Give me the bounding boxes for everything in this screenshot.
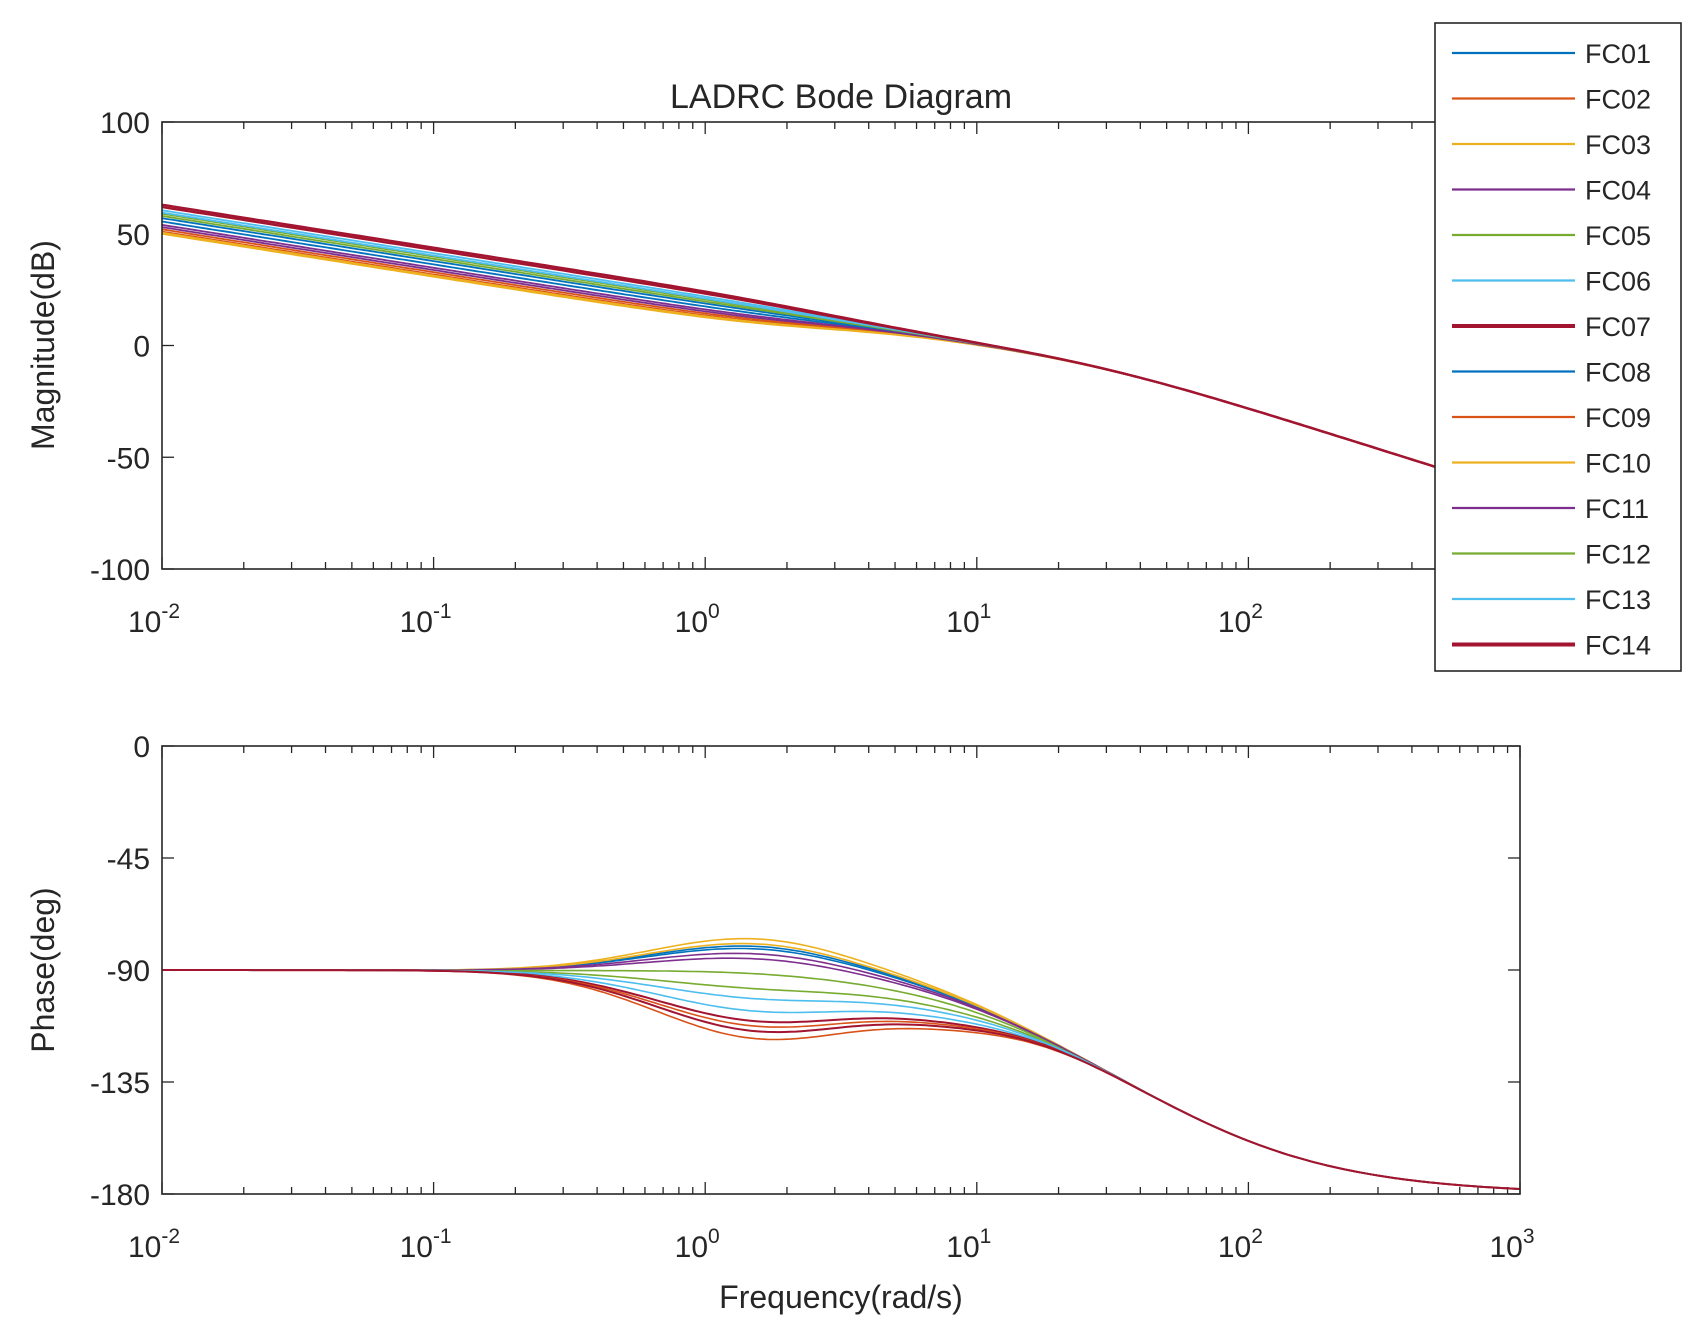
phase-y-axis-label: Phase(deg) [25, 887, 61, 1052]
magnitude-y-axis-label: Magnitude(dB) [25, 240, 61, 450]
phase-axes: Phase(deg) Frequency(rad/s) 0 -45 -90 -135 -… [25, 731, 1535, 1315]
magnitude-x-tick-labels: 10-2 10-1 100 101 102 [128, 600, 1263, 639]
legend-label-fc08: FC08 [1585, 358, 1651, 388]
x-tick-label: 101 [946, 600, 991, 639]
chart-title: LADRC Bode Diagram [670, 78, 1012, 116]
phase-line-fc14 [162, 969, 1521, 1190]
magnitude-series-lines [161, 203, 1442, 470]
legend-label-fc05: FC05 [1585, 221, 1651, 251]
y-tick-label: 0 [133, 731, 150, 764]
legend-label-fc04: FC04 [1585, 176, 1651, 206]
x-tick-label: 10-2 [128, 1225, 180, 1264]
y-tick-label: 0 [133, 331, 150, 364]
x-tick-label: 102 [1218, 1225, 1263, 1264]
y-tick-label: -100 [90, 554, 150, 587]
phase-axes-box [161, 745, 1521, 1195]
legend-label-fc10: FC10 [1585, 449, 1651, 479]
legend-label-fc09: FC09 [1585, 403, 1651, 433]
x-tick-label: 10-1 [400, 1225, 452, 1264]
y-tick-label: 100 [100, 107, 150, 140]
phase-x-tick-labels: 10-2 10-1 100 101 102 103 [128, 1225, 1535, 1264]
y-tick-label: 50 [117, 219, 150, 252]
legend-box [1434, 22, 1682, 672]
y-tick-label: -180 [90, 1179, 150, 1212]
y-tick-label: -45 [107, 843, 150, 876]
legend-label-fc01: FC01 [1585, 39, 1651, 69]
legend-label-fc12: FC12 [1585, 540, 1651, 570]
x-tick-label: 100 [675, 600, 720, 639]
legend-label-fc14: FC14 [1585, 631, 1651, 661]
legend-label-fc07: FC07 [1585, 312, 1651, 342]
legend: FC01 FC02 FC03 FC04 FC05 FC06 FC07 FC08 FC09 FC10… [1434, 22, 1682, 672]
legend-label-fc06: FC06 [1585, 267, 1651, 297]
legend-items: FC01 FC02 FC03 FC04 FC05 FC06 FC07 FC08 FC09 FC10… [1452, 39, 1651, 661]
x-tick-label: 10-1 [400, 600, 452, 639]
x-tick-label: 10-2 [128, 600, 180, 639]
frequency-x-axis-label: Frequency(rad/s) [719, 1279, 963, 1315]
legend-label-fc02: FC02 [1585, 85, 1651, 115]
phase-series-lines [162, 937, 1521, 1190]
y-tick-label: -50 [107, 442, 150, 475]
magnitude-line-fc14 [161, 205, 1442, 470]
x-tick-label: 100 [675, 1225, 720, 1264]
x-tick-label: 102 [1218, 600, 1263, 639]
x-tick-label: 101 [946, 1225, 991, 1264]
phase-y-tick-labels: 0 -45 -90 -135 -180 [90, 731, 150, 1212]
legend-label-fc13: FC13 [1585, 585, 1651, 615]
y-tick-label: -135 [90, 1067, 150, 1100]
magnitude-axes: LADRC Bode Diagram Magnitude(dB) 100 50 0 -… [25, 78, 1521, 639]
magnitude-y-tick-labels: 100 50 0 -50 -100 [90, 107, 150, 587]
magnitude-plot-area [162, 122, 1520, 569]
y-tick-label: -90 [107, 955, 150, 988]
legend-label-fc11: FC11 [1585, 494, 1649, 524]
legend-label-fc03: FC03 [1585, 130, 1651, 160]
x-tick-label: 103 [1489, 1225, 1534, 1264]
